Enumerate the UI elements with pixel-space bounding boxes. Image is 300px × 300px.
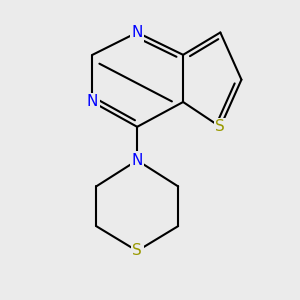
Text: N: N (87, 94, 98, 110)
Text: N: N (131, 25, 143, 40)
Text: S: S (132, 244, 142, 259)
Text: S: S (215, 119, 225, 134)
Text: N: N (131, 153, 143, 168)
